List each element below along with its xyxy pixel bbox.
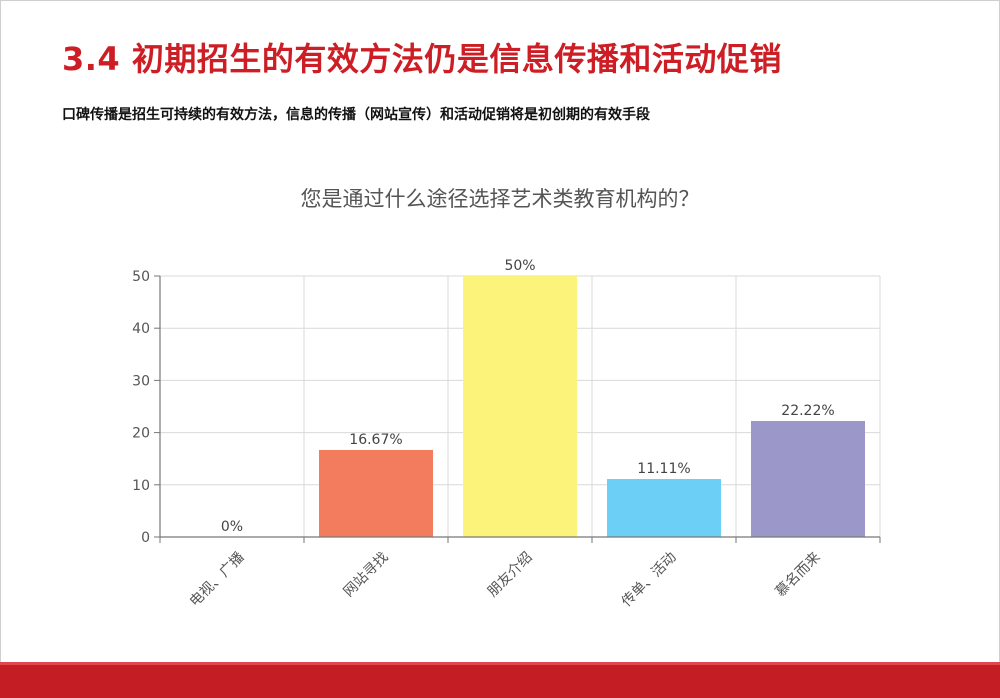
chart-title: 您是通过什么途径选择艺术类教育机构的？ bbox=[300, 187, 700, 211]
bar-chart: 0 10 20 30 40 50 0% 电视、广播 16.67% 网站寻找 50% 朋友介绍 11.11… bbox=[132, 258, 881, 610]
bar bbox=[319, 449, 433, 537]
x-tick-label: 朋友介绍 bbox=[485, 549, 536, 600]
x-tick-label: 电视、广播 bbox=[187, 549, 248, 610]
data-label: 22.22% bbox=[781, 403, 834, 419]
y-tick-label: 30 bbox=[132, 373, 150, 389]
bar bbox=[463, 276, 577, 537]
bottom-bar bbox=[0, 662, 1000, 698]
x-tick-label: 传单、活动 bbox=[619, 549, 680, 610]
x-tick-label: 网站寻找 bbox=[341, 549, 392, 600]
data-label: 16.67% bbox=[349, 432, 402, 448]
y-tick-label: 40 bbox=[132, 321, 150, 337]
data-label: 50% bbox=[504, 258, 535, 274]
bottom-bar-highlight bbox=[0, 662, 1000, 665]
bar bbox=[607, 479, 721, 537]
bar bbox=[751, 421, 865, 537]
slide-title: 3.4 初期招生的有效方法仍是信息传播和活动促销 bbox=[62, 40, 782, 78]
data-label: 11.11% bbox=[637, 461, 690, 477]
y-tick-label: 20 bbox=[132, 426, 150, 442]
y-tick-label: 0 bbox=[141, 530, 150, 546]
x-tick-label: 慕名而来 bbox=[773, 549, 824, 600]
data-label: 0% bbox=[221, 519, 243, 535]
slide-subtitle: 口碑传播是招生可持续的有效方法，信息的传播（网站宣传）和活动促销将是初创期的有效… bbox=[62, 107, 650, 123]
y-tick-label: 50 bbox=[132, 269, 150, 285]
y-tick-label: 10 bbox=[132, 478, 150, 494]
